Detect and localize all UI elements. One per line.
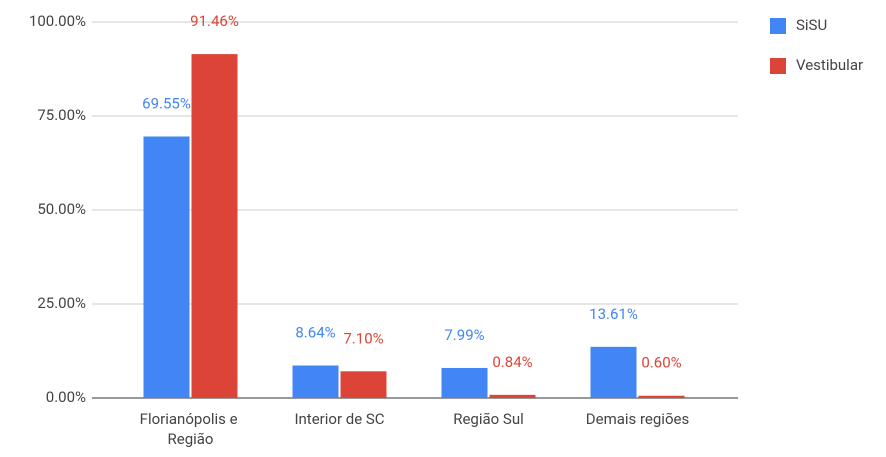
data-label: 0.60% <box>641 354 681 372</box>
bar <box>489 394 536 398</box>
legend-swatch <box>770 58 786 74</box>
legend-label: SiSU <box>796 16 827 34</box>
y-tick-label: 0.00% <box>46 388 86 406</box>
data-label: 69.55% <box>142 94 191 112</box>
data-label: 91.46% <box>190 12 239 30</box>
x-tick-label: Interior de SC <box>294 410 384 428</box>
data-label: 13.61% <box>589 305 638 323</box>
y-tick-label: 50.00% <box>37 200 86 218</box>
x-tick-label: Região Sul <box>453 410 524 428</box>
bar <box>292 365 339 398</box>
bar <box>638 395 685 398</box>
x-tick-label: Florianópolis e Região <box>140 410 242 448</box>
data-label: 8.64% <box>295 323 335 341</box>
bar <box>340 371 387 398</box>
data-label: 7.10% <box>343 329 383 347</box>
y-tick-label: 100.00% <box>29 12 86 30</box>
legend-label: Vestibular <box>796 56 863 74</box>
bar <box>191 54 238 398</box>
bar <box>143 136 190 398</box>
bar <box>441 367 488 398</box>
x-tick-label: Demais regiões <box>586 410 689 428</box>
y-tick-label: 75.00% <box>37 106 86 124</box>
data-label: 7.99% <box>444 326 484 344</box>
bar <box>590 346 637 398</box>
data-label: 0.84% <box>492 353 532 371</box>
legend-swatch <box>770 18 786 34</box>
y-tick-label: 25.00% <box>37 294 86 312</box>
